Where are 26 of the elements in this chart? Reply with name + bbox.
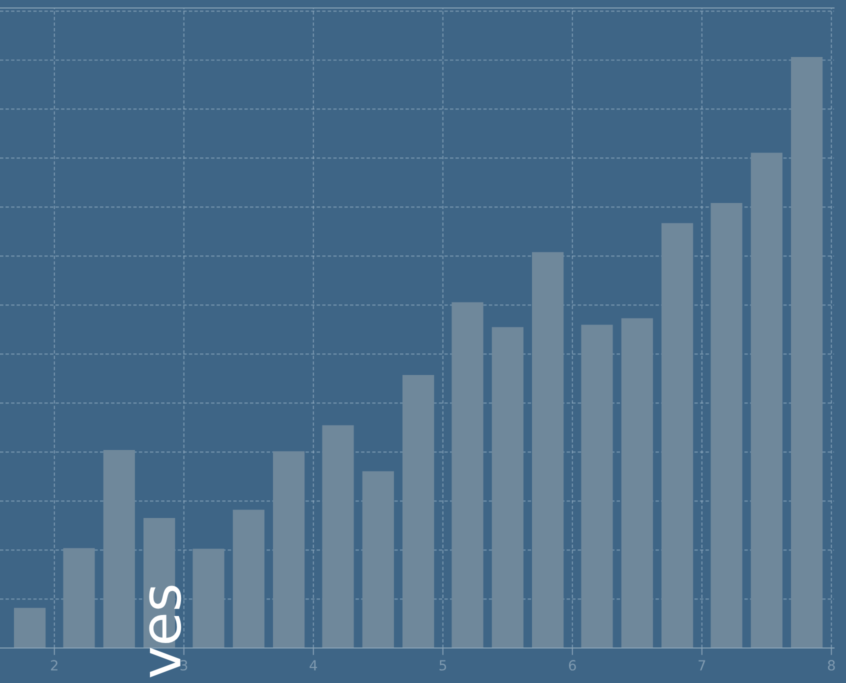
bar — [452, 302, 484, 648]
bar — [272, 451, 305, 648]
bar — [232, 510, 264, 648]
bar — [662, 223, 694, 648]
bar — [492, 327, 524, 648]
bar — [103, 450, 135, 648]
x-tick-label: 3 — [180, 660, 188, 671]
x-tick-label: 4 — [310, 660, 318, 670]
x-tick-label: 8 — [828, 660, 835, 671]
bar — [63, 548, 95, 648]
x-tick-label: 5 — [440, 660, 446, 671]
bar — [192, 548, 224, 648]
bar — [322, 425, 354, 648]
bar — [750, 152, 782, 648]
bar — [791, 57, 823, 648]
bar — [532, 252, 564, 648]
bar — [402, 374, 434, 648]
x-tick-label: 2 — [50, 660, 58, 670]
bar — [621, 318, 653, 648]
bar — [710, 203, 742, 648]
annotation: ves — [149, 586, 182, 678]
x-tick-label: 7 — [698, 660, 706, 670]
bar — [581, 324, 613, 648]
bar — [14, 608, 46, 648]
x-tick-label: 6 — [568, 660, 576, 671]
bar — [362, 471, 394, 648]
